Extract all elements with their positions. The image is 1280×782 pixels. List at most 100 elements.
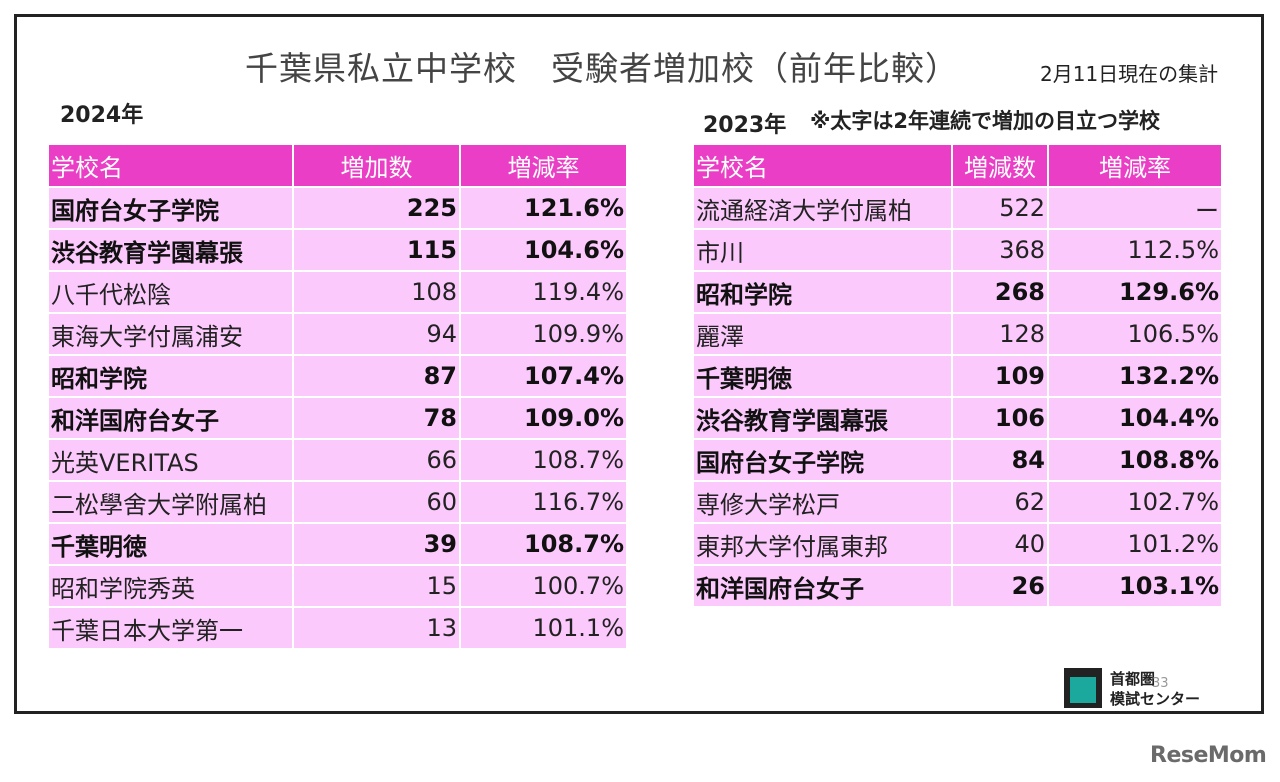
school-name-cell: 千葉明徳 (49, 523, 294, 566)
bold-note: ※太字は2年連続で増加の目立つ学校 (810, 109, 1161, 133)
table-row: 東海大学付属浦安 94 109.9% (49, 313, 628, 356)
table-row: 渋谷教育学園幕張 115 104.6% (49, 229, 628, 272)
rate-cell: 112.5% (1048, 229, 1223, 272)
count-cell: 13 (293, 607, 461, 650)
table-row: 千葉明徳 109 132.2% (694, 355, 1223, 398)
count-cell: 39 (293, 523, 461, 566)
header-rate: 増減率 (1048, 145, 1223, 188)
header-school-name: 学校名 (49, 145, 294, 188)
table-2024: 学校名 増加数 増減率 国府台女子学院 225 121.6% 渋谷教育学園幕張 115 1… (49, 145, 628, 650)
school-name-cell: 昭和学院 (694, 271, 953, 314)
count-cell: 87 (293, 355, 461, 398)
count-cell: 66 (293, 439, 461, 482)
header-rate: 増減率 (460, 145, 628, 188)
school-name-cell: 東海大学付属浦安 (49, 313, 294, 356)
count-cell: 106 (952, 397, 1049, 440)
school-name-cell: 専修大学松戸 (694, 481, 953, 524)
rate-cell: 104.6% (460, 229, 628, 272)
table-row: 光英VERITAS 66 108.7% (49, 439, 628, 482)
school-name-cell: 国府台女子学院 (49, 187, 294, 230)
count-cell: 128 (952, 313, 1049, 356)
school-name-cell: 昭和学院 (49, 355, 294, 398)
table-row: 渋谷教育学園幕張 106 104.4% (694, 397, 1223, 440)
table-row: 東邦大学付属東邦 40 101.2% (694, 523, 1223, 566)
table-header-row: 学校名 増減数 増減率 (694, 145, 1223, 188)
rate-cell: 106.5% (1048, 313, 1223, 356)
rate-cell: 107.4% (460, 355, 628, 398)
count-cell: 368 (952, 229, 1049, 272)
count-cell: 109 (952, 355, 1049, 398)
school-name-cell: 光英VERITAS (49, 439, 294, 482)
rate-cell: 108.7% (460, 523, 628, 566)
rate-cell: 108.8% (1048, 439, 1223, 482)
year-label-left: 2024年 (60, 103, 144, 128)
table-row: 和洋国府台女子 26 103.1% (694, 565, 1223, 608)
table-row: 市川 368 112.5% (694, 229, 1223, 272)
table-row: 八千代松陰 108 119.4% (49, 271, 628, 314)
table-header-row: 学校名 増加数 増減率 (49, 145, 628, 188)
count-cell: 84 (952, 439, 1049, 482)
school-name-cell: 昭和学院秀英 (49, 565, 294, 608)
rate-cell: 116.7% (460, 481, 628, 524)
school-name-cell: 八千代松陰 (49, 271, 294, 314)
count-cell: 40 (952, 523, 1049, 566)
table-row: 二松學舍大学附属柏 60 116.7% (49, 481, 628, 524)
count-cell: 115 (293, 229, 461, 272)
page-number: 33 (1152, 676, 1169, 691)
rate-cell: ー (1048, 187, 1223, 230)
school-name-cell: 千葉日本大学第一 (49, 607, 294, 650)
count-cell: 26 (952, 565, 1049, 608)
logo-text-line2: 模試センター (1110, 690, 1201, 708)
date-note: 2月11日現在の集計 (1040, 62, 1219, 86)
school-name-cell: 渋谷教育学園幕張 (49, 229, 294, 272)
school-name-cell: 和洋国府台女子 (49, 397, 294, 440)
school-name-cell: 流通経済大学付属柏 (694, 187, 953, 230)
rate-cell: 108.7% (460, 439, 628, 482)
table-row: 千葉日本大学第一 13 101.1% (49, 607, 628, 650)
table-row: 国府台女子学院 84 108.8% (694, 439, 1223, 482)
header-school-name: 学校名 (694, 145, 953, 188)
rate-cell: 104.4% (1048, 397, 1223, 440)
count-cell: 268 (952, 271, 1049, 314)
count-cell: 60 (293, 481, 461, 524)
rate-cell: 101.1% (460, 607, 628, 650)
table-row: 専修大学松戸 62 102.7% (694, 481, 1223, 524)
rate-cell: 102.7% (1048, 481, 1223, 524)
table-row: 昭和学院秀英 15 100.7% (49, 565, 628, 608)
rate-cell: 109.9% (460, 313, 628, 356)
school-name-cell: 渋谷教育学園幕張 (694, 397, 953, 440)
school-name-cell: 市川 (694, 229, 953, 272)
table-row: 昭和学院 87 107.4% (49, 355, 628, 398)
header-change: 増減数 (952, 145, 1049, 188)
school-name-cell: 千葉明徳 (694, 355, 953, 398)
rate-cell: 132.2% (1048, 355, 1223, 398)
table-row: 流通経済大学付属柏 522 ー (694, 187, 1223, 230)
watermark: ReseMom (1150, 743, 1267, 768)
logo-text-line1: 首都圏 (1110, 670, 1156, 688)
header-increase: 増加数 (293, 145, 461, 188)
count-cell: 62 (952, 481, 1049, 524)
rate-cell: 101.2% (1048, 523, 1223, 566)
count-cell: 108 (293, 271, 461, 314)
count-cell: 225 (293, 187, 461, 230)
logo: 首都圏 模試センター (1064, 668, 1200, 710)
logo-mark-icon (1064, 668, 1102, 708)
page-title: 千葉県私立中学校 受験者増加校（前年比較） (245, 49, 959, 88)
table-row: 昭和学院 268 129.6% (694, 271, 1223, 314)
count-cell: 15 (293, 565, 461, 608)
year-label-right: 2023年 (703, 113, 787, 138)
table-2023: 学校名 増減数 増減率 流通経済大学付属柏 522 ー市川 368 112.5% 昭和学院… (694, 145, 1223, 608)
rate-cell: 100.7% (460, 565, 628, 608)
school-name-cell: 和洋国府台女子 (694, 565, 953, 608)
table-row: 和洋国府台女子 78 109.0% (49, 397, 628, 440)
school-name-cell: 二松學舍大学附属柏 (49, 481, 294, 524)
rate-cell: 121.6% (460, 187, 628, 230)
school-name-cell: 麗澤 (694, 313, 953, 356)
school-name-cell: 国府台女子学院 (694, 439, 953, 482)
count-cell: 522 (952, 187, 1049, 230)
rate-cell: 103.1% (1048, 565, 1223, 608)
count-cell: 94 (293, 313, 461, 356)
rate-cell: 119.4% (460, 271, 628, 314)
count-cell: 78 (293, 397, 461, 440)
school-name-cell: 東邦大学付属東邦 (694, 523, 953, 566)
